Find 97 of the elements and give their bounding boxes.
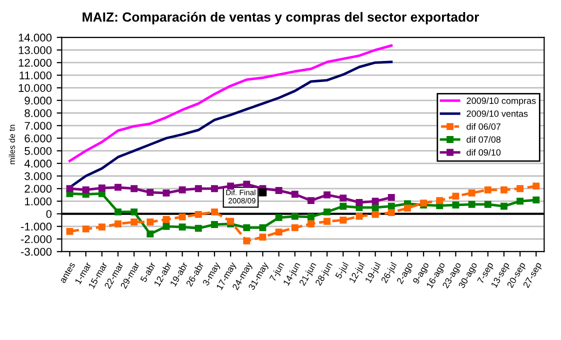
point [436, 197, 444, 204]
point [291, 190, 298, 198]
point [516, 185, 524, 192]
point [308, 197, 314, 204]
point [82, 225, 90, 232]
point [98, 224, 106, 231]
y-tick-label: 5.000 [24, 147, 52, 155]
point [356, 212, 363, 220]
point [275, 187, 282, 194]
legend-label: dif 07/08 [466, 136, 501, 143]
point [114, 220, 122, 228]
y-tick-label: 8.000 [24, 109, 52, 118]
y-axis-title: miles de tn [8, 124, 15, 164]
point [243, 224, 250, 232]
y-tick-label: 7.000 [24, 122, 52, 130]
point [388, 209, 395, 216]
point [372, 204, 379, 211]
y-tick-label: 2.000 [24, 184, 52, 193]
legend-label: dif 06/07 [466, 123, 500, 130]
point [275, 228, 282, 236]
y-tick-label: 9.000 [24, 96, 52, 105]
point [98, 184, 106, 192]
point [146, 188, 154, 196]
point [500, 186, 508, 194]
point [211, 185, 218, 192]
y-tick-label: 4.000 [24, 160, 52, 168]
point [66, 185, 74, 192]
point [114, 208, 122, 216]
point [146, 218, 154, 226]
point [227, 218, 234, 225]
point [162, 216, 170, 223]
point [308, 213, 314, 220]
point [452, 202, 460, 208]
point [130, 185, 138, 192]
y-tick-label: 11.000 [20, 71, 52, 80]
point [404, 204, 411, 212]
point [162, 222, 170, 230]
y-tick-label: -2.000 [20, 235, 52, 244]
point [356, 198, 363, 206]
point [130, 218, 138, 226]
y-tick-label: -3.000 [20, 248, 52, 256]
line-series [68, 44, 393, 162]
point [259, 224, 266, 232]
point [388, 194, 395, 201]
point [178, 213, 186, 220]
point [259, 234, 266, 241]
point [468, 190, 476, 196]
point [211, 221, 218, 228]
point [484, 186, 492, 194]
point [516, 198, 524, 205]
legend-label: dif 09/10 [466, 149, 501, 156]
point [243, 180, 250, 188]
point [340, 216, 347, 224]
point [130, 208, 138, 216]
point [178, 224, 186, 231]
point [114, 184, 122, 191]
point [500, 202, 508, 210]
point [194, 210, 202, 218]
point [291, 212, 298, 220]
point [484, 200, 492, 208]
y-tick-label: 13.000 [18, 46, 52, 54]
point [275, 214, 282, 222]
point [372, 198, 379, 205]
y-tick-label: 6.000 [24, 134, 52, 142]
point [324, 208, 331, 216]
chart-title: MAIZ: Comparación de ventas y compras del sector exportador [82, 12, 480, 24]
y-tick-label: 10.000 [18, 84, 52, 92]
point [162, 190, 170, 196]
point [372, 210, 379, 218]
y-tick-label: 3.000 [24, 172, 52, 180]
y-tick-label: 1.000 [25, 197, 52, 206]
point [324, 191, 331, 198]
y-tick-label: -1.000 [20, 222, 52, 231]
point [178, 186, 186, 194]
point [388, 202, 395, 210]
point [468, 200, 476, 208]
point [211, 208, 218, 216]
point [194, 185, 202, 192]
y-tick-label: 14.000 [18, 34, 52, 42]
point [194, 224, 202, 232]
point [291, 224, 298, 232]
point [66, 228, 74, 235]
point [82, 186, 90, 194]
point [340, 194, 347, 202]
point [340, 202, 347, 210]
point [146, 230, 154, 238]
point [243, 237, 250, 244]
point [324, 218, 331, 225]
y-tick-label: 0 [46, 210, 52, 218]
y-tick-label: 12.000 [18, 58, 52, 67]
point [532, 196, 540, 204]
point [452, 192, 460, 200]
point [227, 182, 234, 190]
legend-label: 2009/10 ventas [466, 110, 528, 117]
point [308, 220, 314, 228]
point [532, 182, 540, 190]
legend-label: 2009/10 compras [466, 97, 536, 106]
